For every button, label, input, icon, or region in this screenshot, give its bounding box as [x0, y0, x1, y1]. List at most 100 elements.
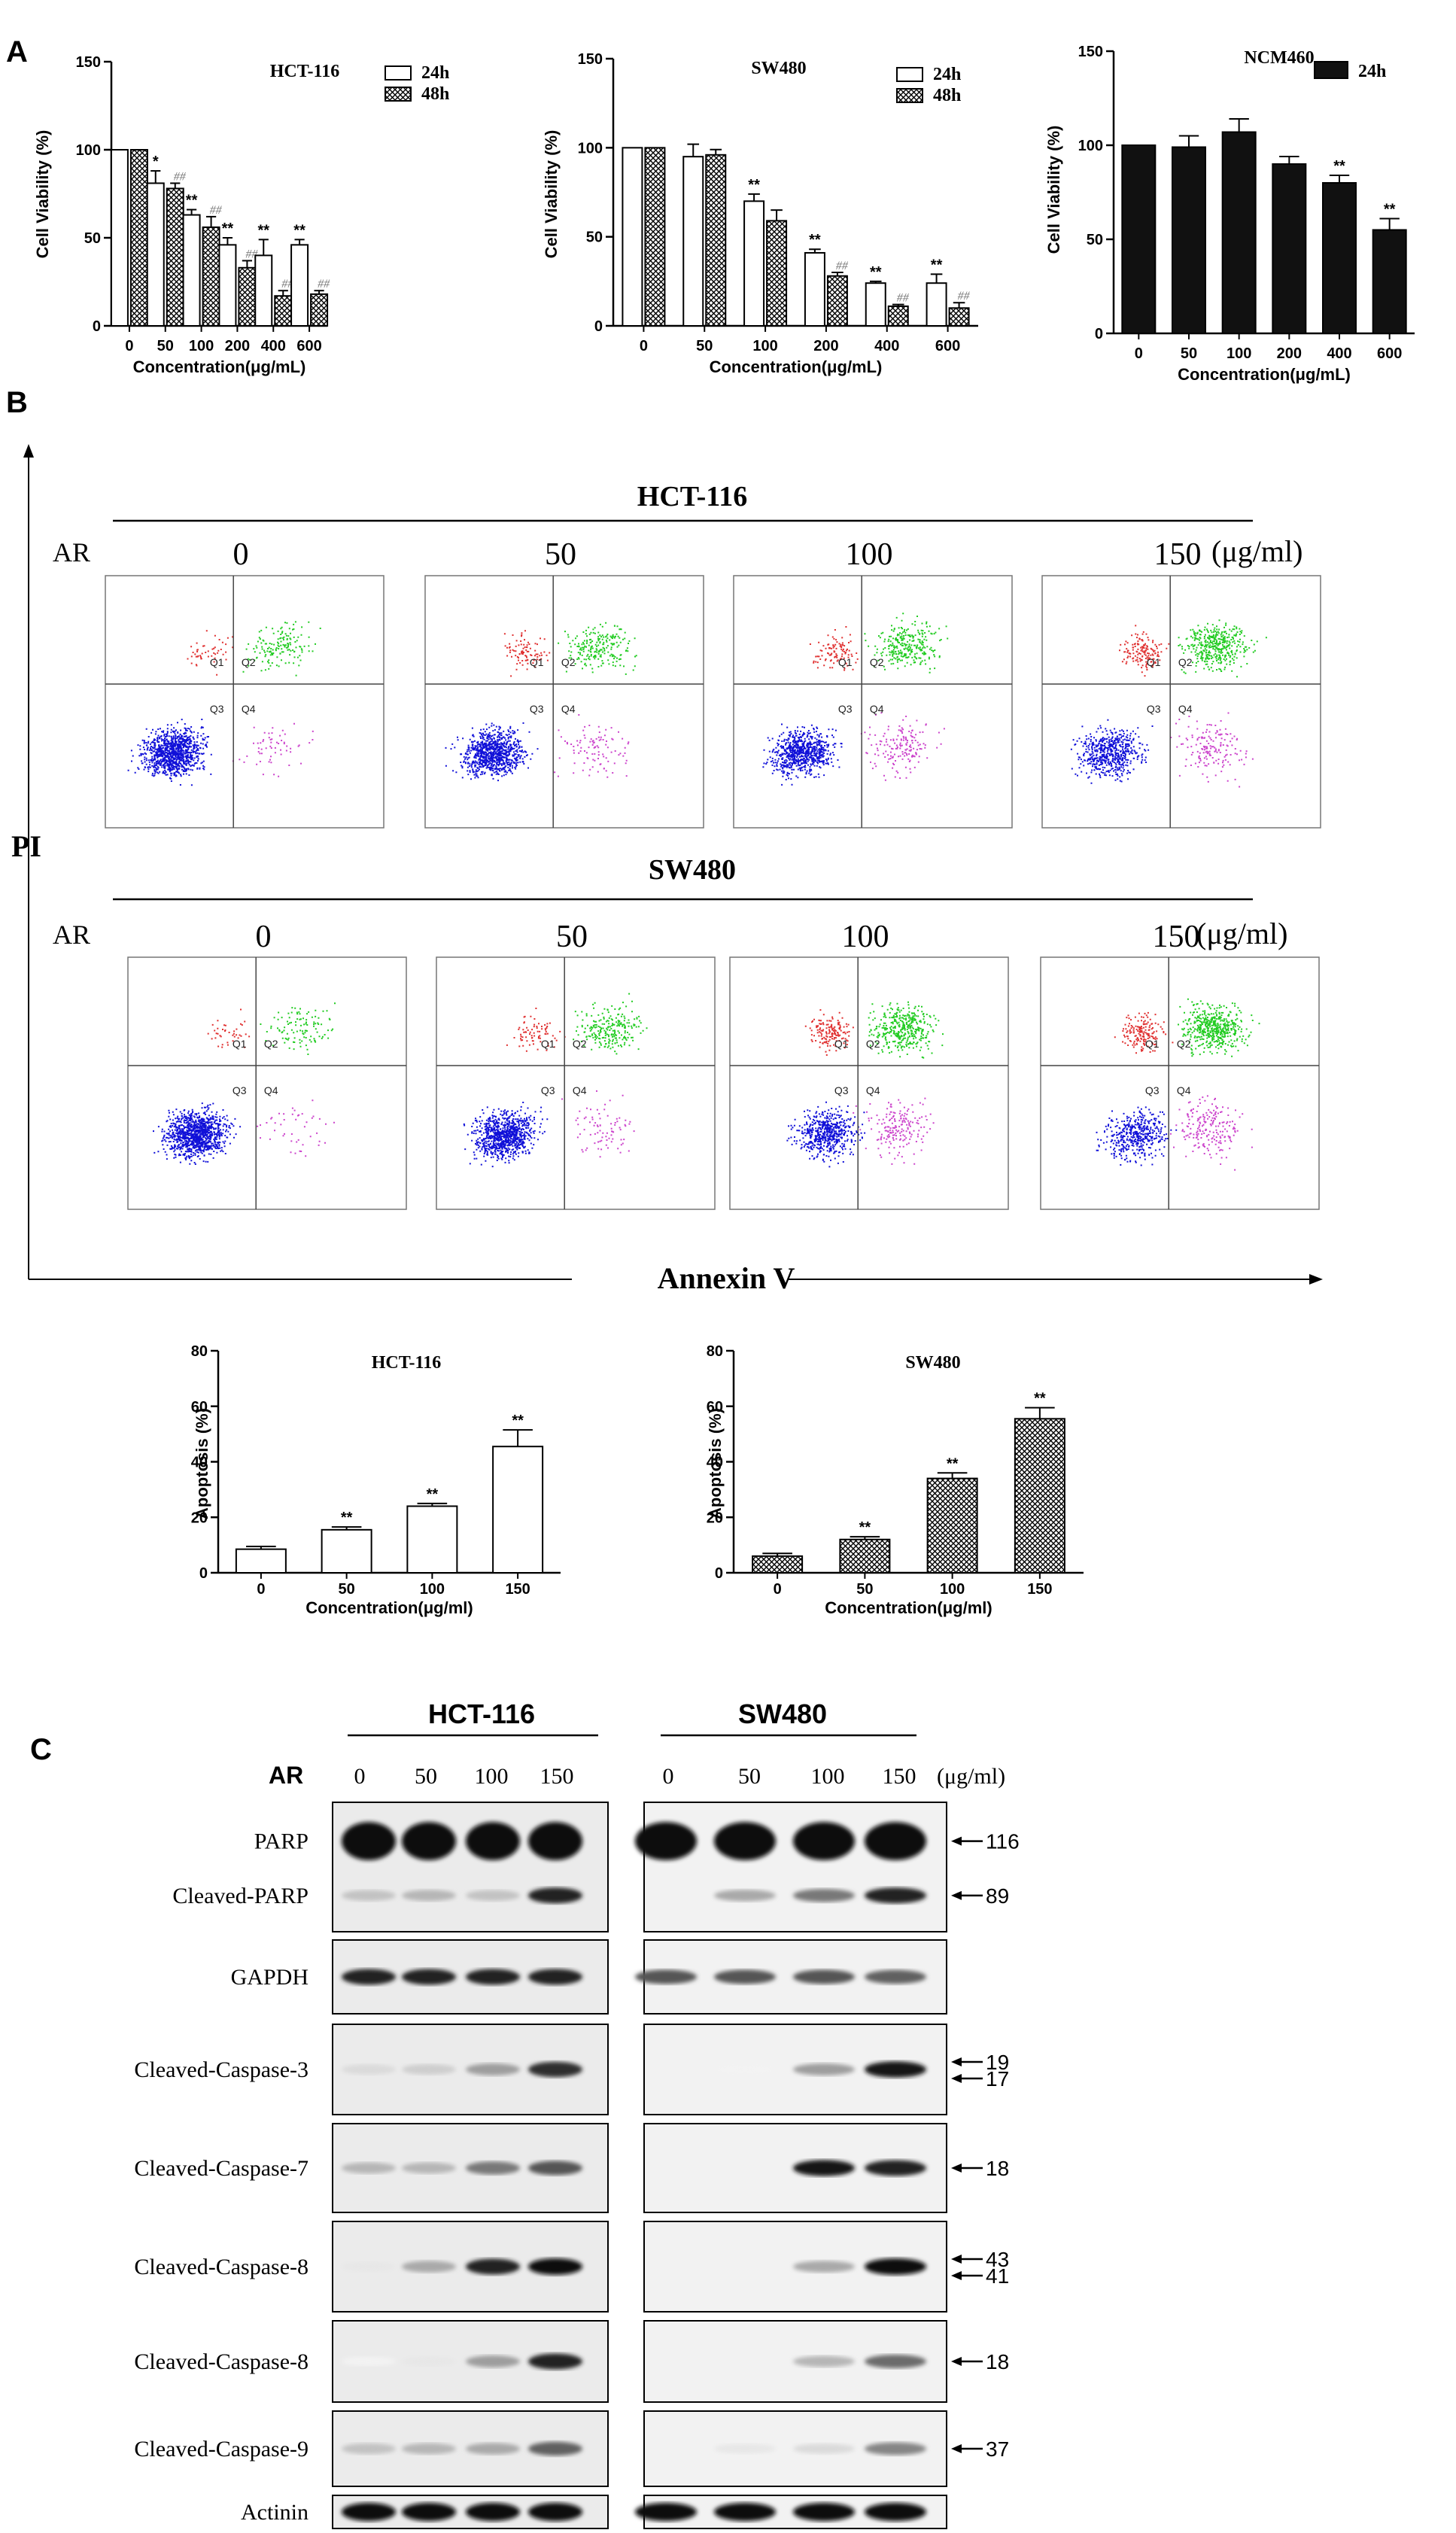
chart-hct116-viability: 0 50 100 150 HCT-116 Concentration(μg/mL) Cell… — [33, 54, 449, 376]
wb-band — [466, 2502, 520, 2522]
legend-label: 24h — [933, 65, 961, 84]
quadrant-label: Q1 — [210, 656, 224, 668]
wb-dose-label: 0 — [354, 1764, 366, 1789]
wb-band — [865, 1969, 926, 1984]
x-axis-title: Concentration(μg/mL) — [133, 357, 306, 376]
bar — [766, 220, 788, 327]
bar — [274, 295, 293, 327]
flow-dots-late — [558, 622, 637, 675]
chart-sw480-viability: 0 50 100 150 SW480 Concentration(μg/mL) Cell V… — [542, 51, 978, 376]
quadrant-label: Q2 — [866, 1038, 880, 1050]
bar — [926, 282, 947, 327]
wb-band — [865, 2442, 926, 2455]
wb-band — [528, 2502, 582, 2522]
wb-band — [865, 2258, 926, 2275]
flow-dose-label: 50 — [556, 920, 588, 954]
wb-band — [402, 1890, 456, 1902]
quadrant-label: Q3 — [233, 1084, 247, 1096]
wb-row: Cleaved-Caspase-7 18 — [134, 2123, 1009, 2213]
wb-dose-label: 100 — [811, 1764, 845, 1789]
bar — [321, 1528, 372, 1574]
wb-dose-label: 150 — [883, 1764, 916, 1789]
bar — [110, 149, 129, 327]
mw-arrowhead — [951, 2357, 962, 2366]
flow-dots-late — [1178, 998, 1260, 1057]
wb-band — [466, 2063, 520, 2075]
x-tick-label: 400 — [874, 338, 899, 354]
flow-dots-live — [786, 1101, 866, 1168]
bar — [235, 1548, 287, 1574]
bar — [146, 182, 165, 327]
bar — [1014, 1418, 1065, 1574]
annexin-axis-label: Annexin V — [658, 1261, 795, 1295]
significance-mark: ** — [859, 1519, 871, 1536]
flow-treatment-label: AR — [53, 920, 90, 950]
x-axis-title: Concentration(μg/mL) — [1178, 365, 1351, 384]
flow-dose-label: 150 — [1153, 920, 1200, 954]
wb-band — [528, 2258, 582, 2275]
flow-plot-frame — [1040, 956, 1320, 1210]
wb-dose-label: 100 — [475, 1764, 509, 1789]
quadrant-label: Q3 — [541, 1084, 555, 1096]
flow-plot: Q1 Q2 Q3 Q4 — [733, 575, 1013, 829]
chart-title: SW480 — [905, 1353, 960, 1373]
flow-unit-label: (μg/ml) — [1196, 917, 1287, 950]
bar — [705, 154, 727, 327]
wb-blot-frame — [643, 1802, 947, 1932]
western-blot-panel: HCT-116 SW480 AR (μg/ml) 0 50 100 150 0 50 100 150 P… — [134, 1698, 1020, 2529]
bar — [865, 282, 886, 327]
x-tick-label: 600 — [1377, 345, 1402, 362]
mw-label: 43 — [986, 2248, 1009, 2271]
wb-band — [714, 1822, 776, 1860]
wb-protein-label: Cleaved-Caspase-7 — [134, 2156, 309, 2181]
quadrant-label: Q1 — [541, 1038, 555, 1050]
y-tick-label: 0 — [93, 318, 101, 335]
mw-label: 116 — [986, 1830, 1020, 1853]
mw-label: 37 — [986, 2437, 1009, 2461]
wb-band — [714, 2064, 776, 2075]
significance-mark: ** — [222, 220, 234, 237]
quadrant-label: Q1 — [838, 656, 853, 668]
quadrant-label: Q1 — [530, 656, 544, 668]
flow-dots-necrotic — [1114, 1011, 1174, 1054]
quadrant-label: Q4 — [242, 703, 256, 715]
significance-mark: ** — [257, 222, 269, 239]
quadrant-label: Q2 — [573, 1038, 587, 1050]
y-tick-label: 150 — [76, 54, 101, 71]
bar — [290, 244, 309, 327]
x-tick-label: 100 — [752, 338, 777, 354]
mw-arrowhead — [951, 2255, 962, 2264]
wb-dose-label: 0 — [663, 1764, 674, 1789]
wb-band — [342, 2261, 396, 2272]
wb-band — [466, 2258, 520, 2275]
quadrant-label: Q4 — [264, 1084, 278, 1096]
mw-label: 41 — [986, 2264, 1009, 2288]
bar — [1322, 182, 1357, 334]
x-tick-label: 100 — [420, 1581, 445, 1598]
quadrant-label: Q3 — [1145, 1084, 1160, 1096]
flow-dots-necrotic — [503, 630, 551, 677]
wb-band — [793, 2063, 855, 2075]
quadrant-label: Q4 — [870, 703, 884, 715]
y-tick-label: 0 — [1095, 326, 1103, 342]
x-tick-label: 600 — [296, 338, 321, 354]
wb-band — [342, 1890, 396, 1902]
wb-band — [402, 2356, 456, 2367]
mw-label: 18 — [986, 2157, 1009, 2180]
wb-band — [865, 1822, 926, 1860]
y-axis-title: Cell Viability (%) — [33, 130, 52, 259]
chart-title: NCM460 — [1244, 48, 1314, 68]
y-tick-label: 100 — [578, 140, 603, 157]
pi-axis-label: PI — [11, 829, 41, 863]
flow-dots-early — [853, 1097, 935, 1165]
x-tick-label: 0 — [774, 1581, 782, 1598]
wb-protein-label: Cleaved-Caspase-8 — [134, 2255, 309, 2279]
flow-plot-frame — [1041, 575, 1321, 829]
wb-band — [342, 2356, 396, 2367]
y-tick-label: 80 — [707, 1343, 723, 1360]
bar — [743, 200, 765, 327]
mw-label: 17 — [986, 2067, 1009, 2091]
x-tick-label: 50 — [1181, 345, 1197, 362]
x-tick-label: 0 — [257, 1581, 265, 1598]
chart-hct116-apoptosis: 0 20 40 60 80 HCT-116 Concentration(μg/ml) Apop… — [191, 1343, 561, 1617]
